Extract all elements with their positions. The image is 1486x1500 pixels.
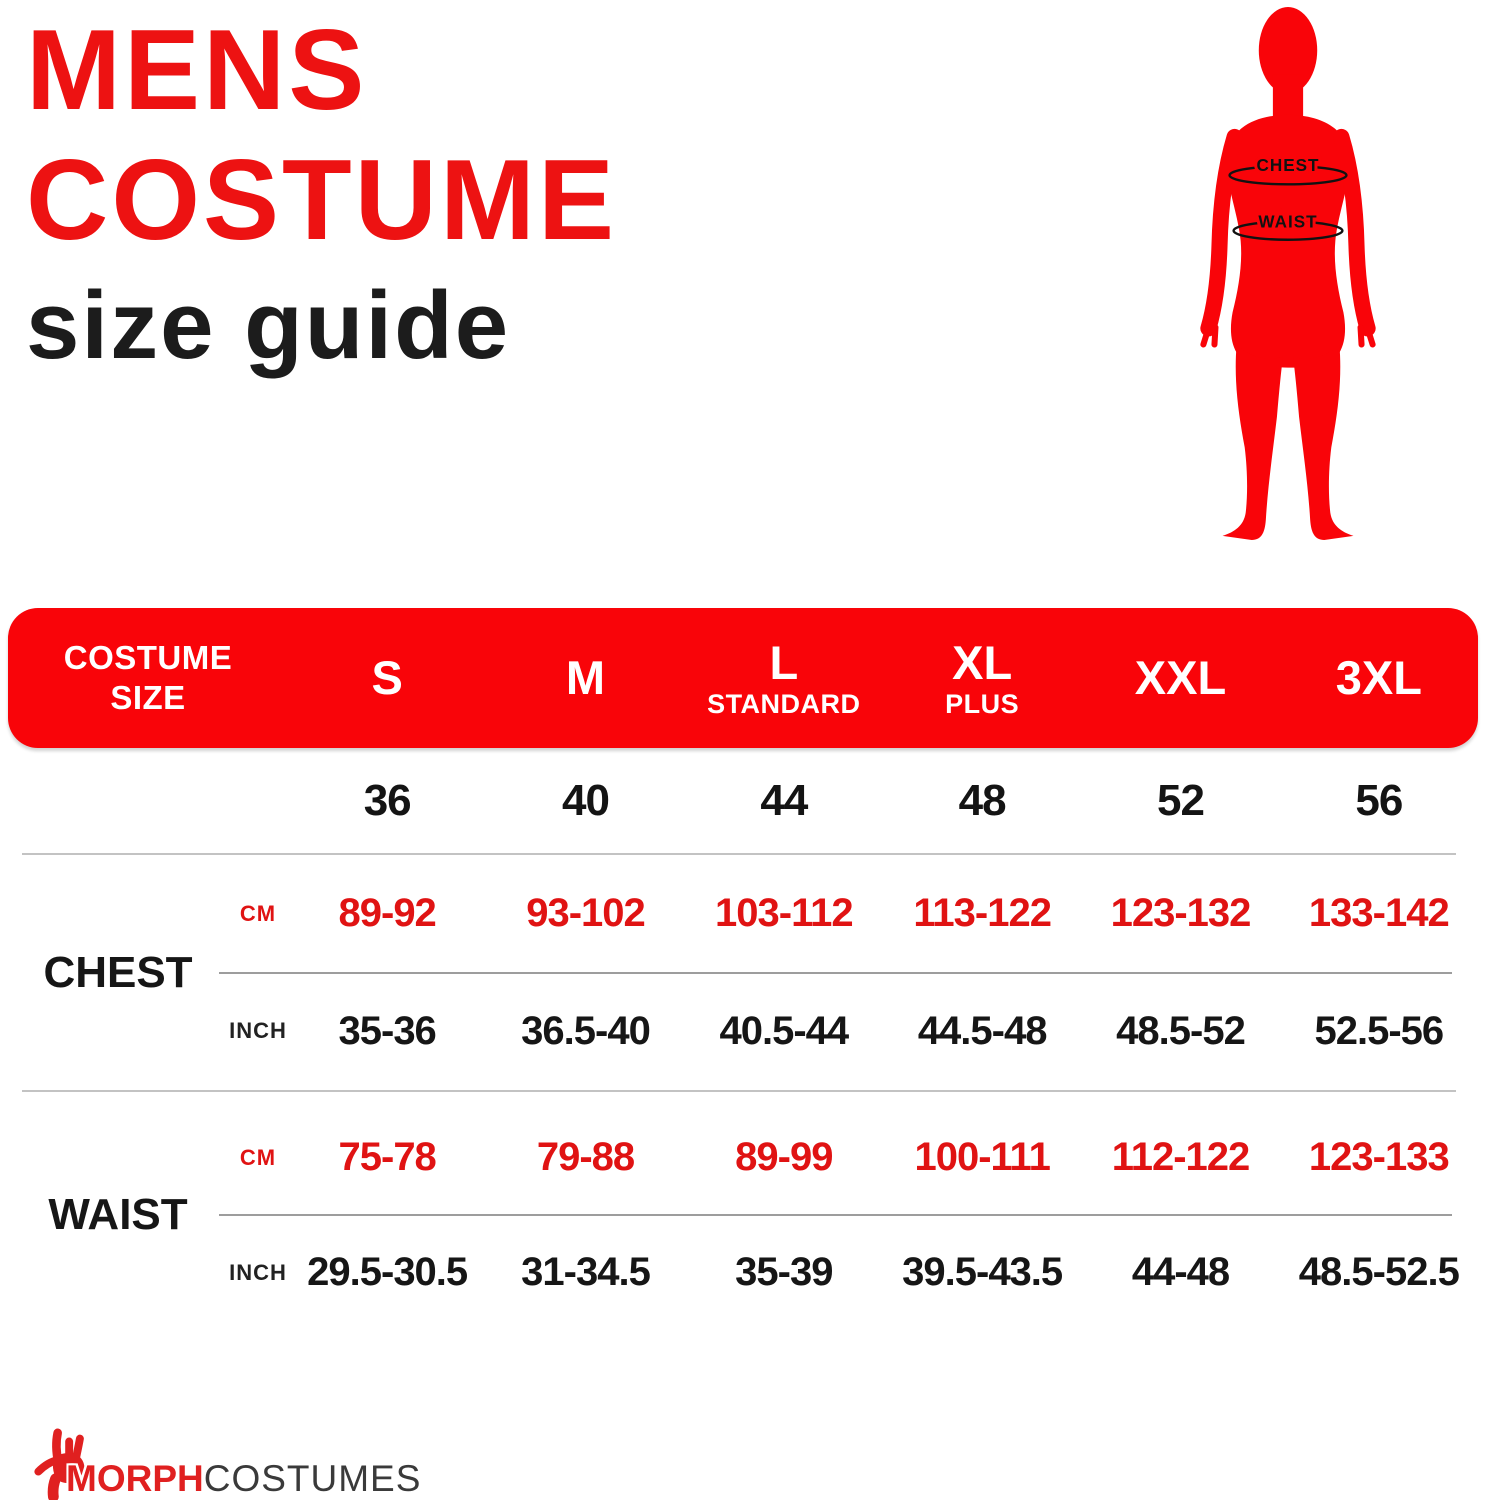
header-size-xl: XL PLUS [883, 636, 1081, 720]
logo-costumes-text: COSTUMES [203, 1458, 422, 1499]
chest-measure-line [1228, 164, 1348, 186]
size-header-bar: COSTUME SIZE S M L STANDARD XL PLUS XXL … [8, 608, 1478, 748]
header-size-s: S [288, 652, 486, 704]
header-size-l: L STANDARD [685, 636, 883, 720]
chest-cm-value: 89-92 [338, 891, 437, 936]
waist-cm-value: 112-122 [1111, 1135, 1251, 1179]
chest-cm-unit-label: CM [239, 900, 277, 926]
size-xl-label: XL [952, 636, 1013, 689]
separator-line-middle [22, 1090, 1456, 1092]
header-costume-size: COSTUME SIZE [8, 638, 288, 718]
waist-cm-value: 75-78 [338, 1135, 437, 1179]
size-m-label: M [565, 651, 606, 704]
waist-row-label: WAIST [48, 1190, 188, 1239]
numeric-size-row: 36 40 44 48 52 56 [8, 752, 1478, 850]
chest-inch-value: 36.5-40 [521, 1008, 651, 1053]
waist-cm-value: 89-99 [735, 1135, 833, 1179]
figure-waist-label: WAIST [1258, 213, 1317, 232]
morph-hand-icon [34, 1428, 85, 1500]
size-l-label: L [769, 636, 799, 689]
waist-section: WAIST CM 75-78 79-88 89-99 100-111 112-1… [8, 1100, 1478, 1330]
numeric-size-cell: 40 [562, 776, 610, 825]
title-costume: COSTUME [26, 137, 617, 264]
chest-inch-value: 35-36 [338, 1008, 437, 1053]
header-size-xxl: XXL [1081, 652, 1279, 704]
figure-chest-label: CHEST [1256, 156, 1319, 175]
numeric-size-cell: 52 [1157, 776, 1205, 825]
chest-inch-value: 52.5-56 [1314, 1008, 1444, 1053]
chest-row-label: CHEST [43, 947, 193, 997]
size-xxl-label: XXL [1134, 651, 1227, 704]
size-xl-qualifier: PLUS [945, 689, 1020, 719]
body-silhouette-icon: CHEST WAIST [1200, 7, 1376, 540]
numeric-size-cell: 48 [958, 776, 1007, 825]
waist-measure-line [1232, 220, 1344, 241]
waist-cm-unit-label: CM [239, 1144, 277, 1170]
waist-inch-value: 48.5-52.5 [1298, 1250, 1460, 1294]
chest-inch-value: 40.5-44 [719, 1008, 849, 1053]
waist-cm-inch-divider [219, 1214, 1452, 1216]
waist-inch-value: 35-39 [735, 1250, 833, 1294]
chest-cm-value: 133-142 [1308, 891, 1450, 936]
waist-inch-value: 39.5-43.5 [902, 1250, 1063, 1294]
header-size-3xl: 3XL [1280, 652, 1478, 704]
header-costume-size-line1: COSTUME [63, 639, 233, 676]
size-l-qualifier: STANDARD [707, 689, 861, 719]
title-mens: MENS [26, 7, 368, 134]
chest-section: CHEST CM 89-92 93-102 103-112 113-122 12… [8, 855, 1478, 1090]
waist-cm-value: 123-133 [1308, 1135, 1450, 1179]
waist-cm-value: 100-111 [914, 1135, 1050, 1179]
waist-inch-value: 44-48 [1131, 1250, 1230, 1294]
waist-inch-value: 31-34.5 [521, 1250, 651, 1294]
numeric-size-cell: 56 [1355, 776, 1403, 825]
title-size-guide: size guide [26, 272, 511, 379]
chest-inch-value: 44.5-48 [917, 1008, 1048, 1053]
waist-cm-value: 79-88 [536, 1135, 635, 1179]
chest-cm-value: 113-122 [913, 891, 1052, 936]
waist-inch-value: 29.5-30.5 [307, 1250, 468, 1294]
waist-inch-unit-label: INCH [229, 1259, 287, 1285]
numeric-size-cell: 36 [363, 776, 412, 825]
header-size-m: M [486, 652, 684, 704]
body-silhouette-figure: CHEST WAIST [1186, 4, 1390, 548]
numeric-size-cell: 44 [760, 776, 808, 825]
chest-cm-value: 123-132 [1110, 891, 1252, 936]
chest-inch-unit-label: INCH [229, 1018, 287, 1044]
logo-wordmark: MORPHCOSTUMES [66, 1460, 421, 1500]
chest-cm-value: 93-102 [526, 891, 646, 936]
size-s-label: S [371, 651, 403, 704]
size-3xl-label: 3XL [1335, 651, 1422, 704]
chest-cm-value: 103-112 [715, 891, 854, 936]
page-title: MENS COSTUME size guide [26, 6, 617, 386]
logo-morph-text: MORPH [66, 1458, 204, 1499]
chest-cm-inch-divider [219, 971, 1452, 974]
separator-line-top [22, 853, 1456, 855]
header-costume-size-line2: SIZE [110, 679, 186, 716]
chest-inch-value: 48.5-52 [1116, 1008, 1246, 1053]
morphcostumes-logo: MORPHCOSTUMES [34, 1424, 421, 1500]
